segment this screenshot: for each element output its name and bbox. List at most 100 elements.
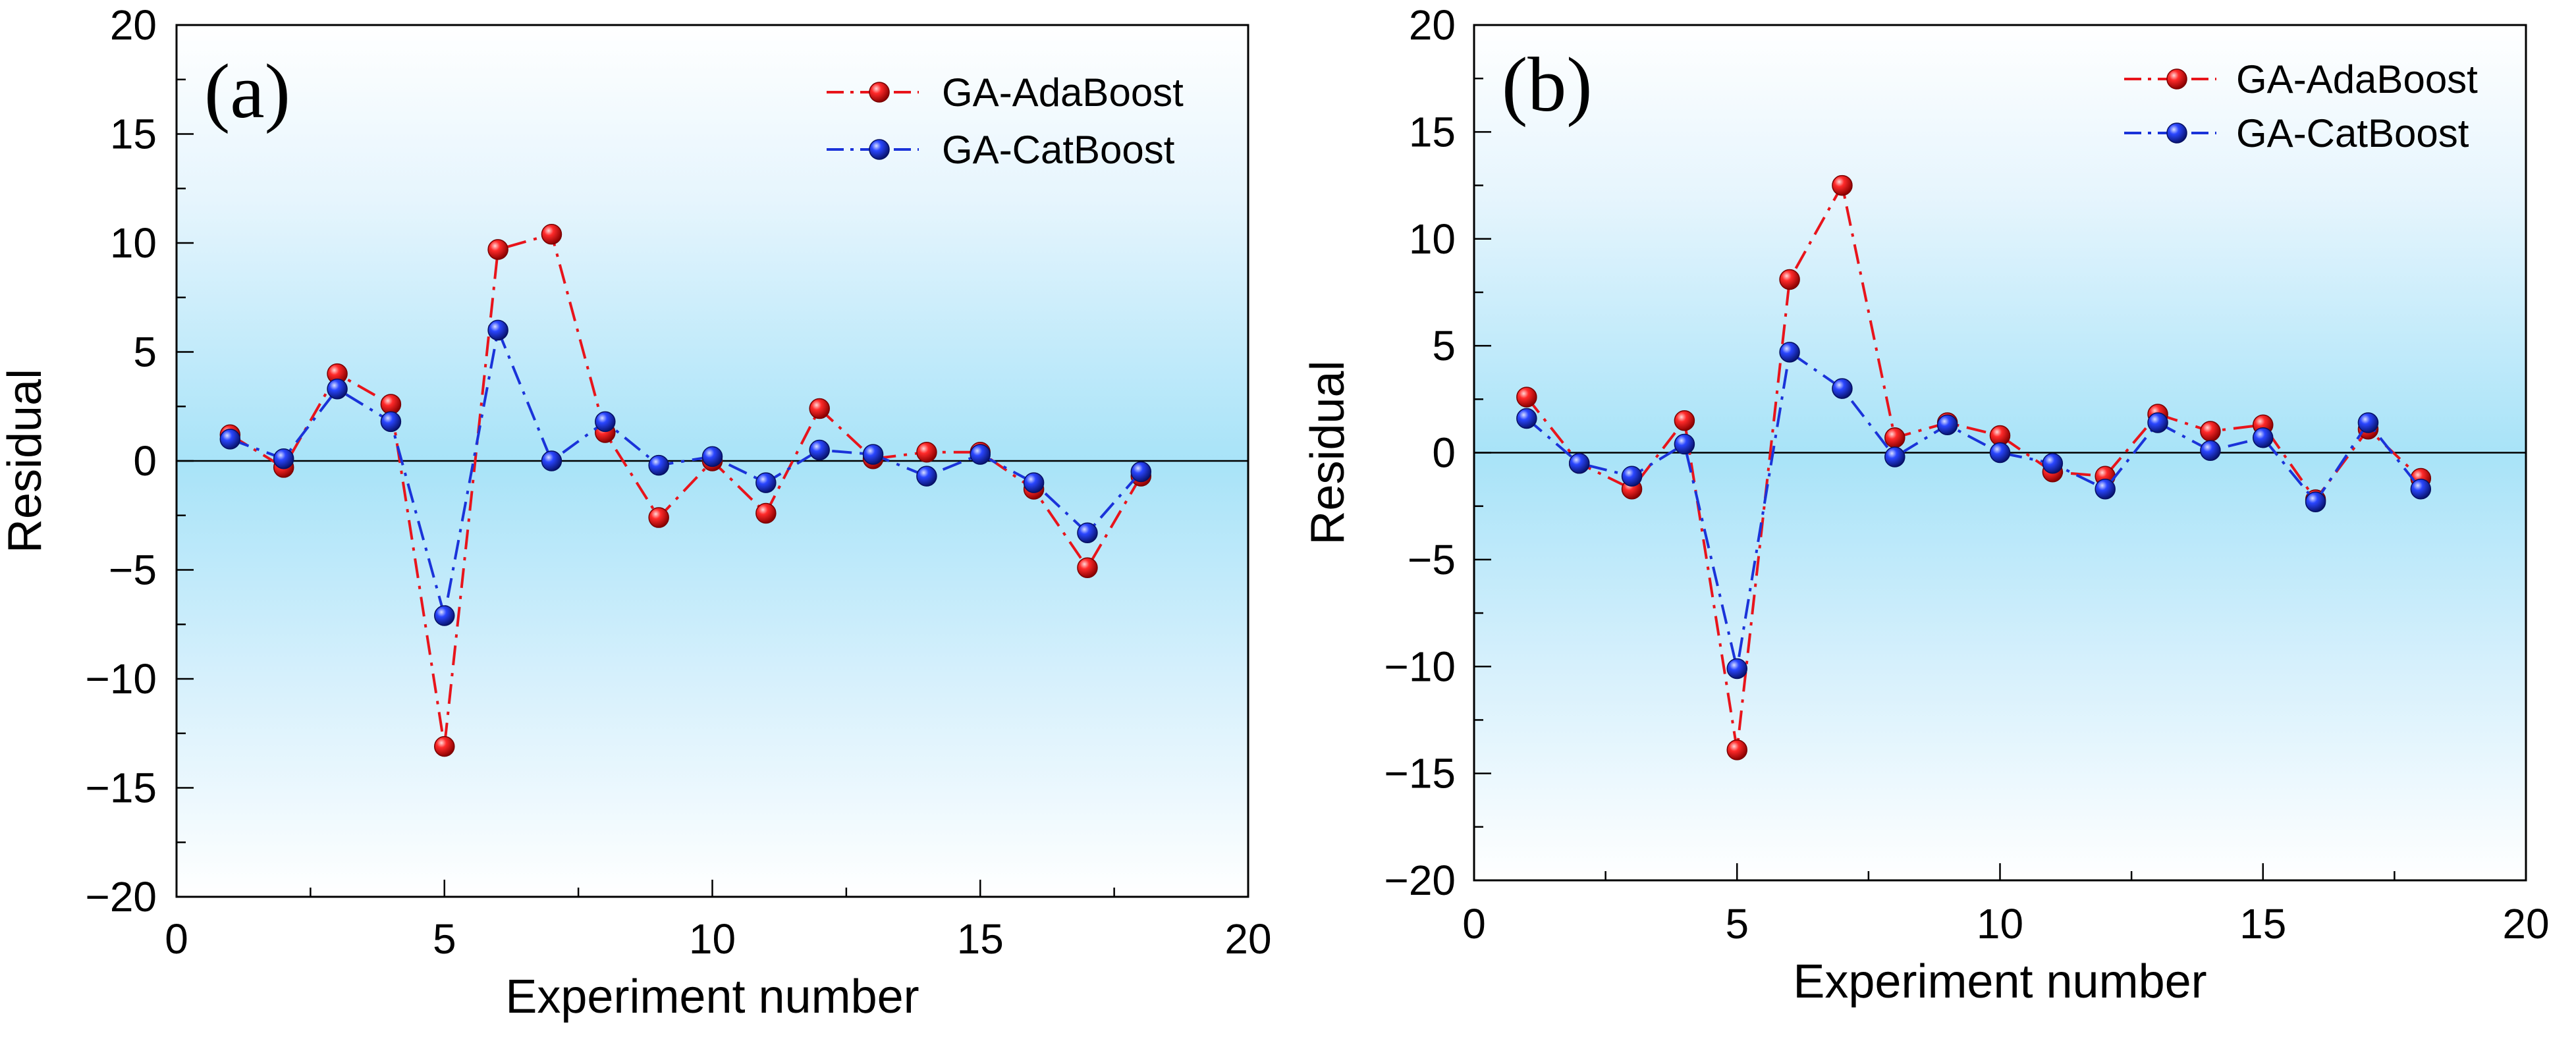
panel-label: (b)	[1502, 41, 1593, 128]
data-point	[2357, 412, 2379, 433]
data-point	[2095, 478, 2116, 500]
y-tick-label: 0	[133, 437, 157, 485]
data-point	[809, 398, 830, 419]
y-tick-label: 20	[110, 1, 157, 49]
legend: GA-AdaBoost GA-CatBoost	[827, 70, 1184, 172]
data-point	[273, 448, 294, 469]
y-tick-label: 10	[110, 219, 157, 267]
y-tick-label: −15	[85, 764, 157, 812]
y-tick-label: −15	[1384, 750, 1456, 797]
data-point	[1832, 174, 1853, 196]
panel-label: (a)	[204, 48, 290, 134]
y-tick-label: −20	[1384, 857, 1456, 904]
x-tick-label: 20	[1224, 915, 1271, 963]
legend-marker	[869, 139, 890, 160]
data-point	[1989, 442, 2011, 464]
data-point	[1621, 466, 1643, 487]
data-point	[327, 379, 348, 400]
y-tick-label: 15	[1409, 108, 1456, 155]
data-point	[701, 446, 723, 467]
data-point	[916, 442, 937, 463]
data-point	[1077, 557, 1098, 578]
data-point	[1130, 461, 1152, 483]
data-point	[1884, 427, 1905, 448]
data-point	[1516, 387, 1537, 408]
data-point	[2253, 427, 2274, 448]
y-tick-label: −5	[1408, 536, 1456, 583]
data-point	[755, 502, 777, 524]
y-tick-label: −10	[85, 655, 157, 703]
legend-marker	[2166, 68, 2187, 90]
x-tick-label: 10	[1977, 900, 2023, 948]
x-tick-label: 15	[957, 915, 1004, 963]
y-tick-label: 0	[1432, 429, 1456, 477]
data-point	[487, 319, 508, 341]
data-point	[2147, 412, 2168, 433]
data-point	[541, 450, 562, 471]
data-point	[1884, 446, 1905, 467]
legend-marker	[2166, 122, 2187, 144]
data-point	[1832, 378, 1853, 399]
x-tick-label: 15	[2239, 900, 2286, 948]
y-tick-label: 5	[133, 329, 157, 376]
data-point	[1936, 414, 1958, 436]
x-tick-label: 5	[433, 915, 456, 963]
data-point	[2200, 440, 2221, 462]
data-point	[1077, 522, 1098, 543]
legend-marker	[869, 82, 890, 103]
plot-frame	[175, 24, 1249, 898]
plot-frame	[1473, 24, 2527, 882]
data-point	[541, 224, 562, 245]
x-tick-label: 0	[1462, 900, 1486, 948]
legend-label: GA-AdaBoost	[942, 70, 1184, 115]
data-point	[862, 444, 884, 465]
y-tick-label: −20	[85, 873, 157, 921]
x-tick-label: 5	[1725, 900, 1749, 948]
x-tick-label: 0	[165, 915, 188, 963]
data-point	[595, 411, 616, 433]
series-ga-catboost	[219, 319, 1152, 626]
data-point	[2410, 478, 2432, 500]
data-point	[434, 605, 455, 626]
y-tick-label: 10	[1409, 215, 1456, 263]
legend-label: GA-CatBoost	[2236, 111, 2469, 155]
data-point	[380, 411, 402, 433]
data-point	[1516, 408, 1537, 429]
series-ga-catboost	[1516, 342, 2432, 680]
data-point	[487, 239, 508, 260]
y-tick-label: 15	[110, 111, 157, 158]
data-point	[809, 439, 830, 461]
data-point	[219, 429, 241, 450]
y-tick-label: −5	[109, 547, 157, 594]
y-tick-label: 20	[1409, 1, 1456, 49]
data-point	[1023, 472, 1045, 493]
data-point	[1779, 342, 1800, 363]
x-tick-label: 20	[2502, 900, 2549, 948]
data-point	[1674, 410, 1695, 431]
data-point	[1779, 269, 1800, 290]
x-axis-title: Experiment number	[1793, 955, 2206, 1008]
data-point	[2042, 452, 2064, 474]
data-point	[648, 454, 669, 476]
data-point	[1726, 739, 1747, 761]
data-point	[434, 735, 455, 757]
legend: GA-AdaBoost GA-CatBoost	[2124, 57, 2478, 155]
data-point	[755, 472, 777, 493]
x-axis-title: Experiment number	[505, 971, 919, 1023]
data-point	[648, 507, 669, 528]
y-tick-label: 5	[1432, 322, 1456, 369]
y-tick-label: −10	[1384, 643, 1456, 690]
data-point	[916, 466, 937, 487]
data-point	[1726, 658, 1747, 680]
legend-label: GA-CatBoost	[942, 128, 1175, 172]
legend-label: GA-AdaBoost	[2236, 57, 2478, 101]
data-point	[970, 444, 991, 465]
y-axis-title: Residual	[1302, 360, 1354, 545]
y-axis-title: Residual	[0, 369, 51, 553]
x-tick-label: 10	[689, 915, 736, 963]
data-point	[1674, 433, 1695, 455]
data-point	[2200, 421, 2221, 442]
